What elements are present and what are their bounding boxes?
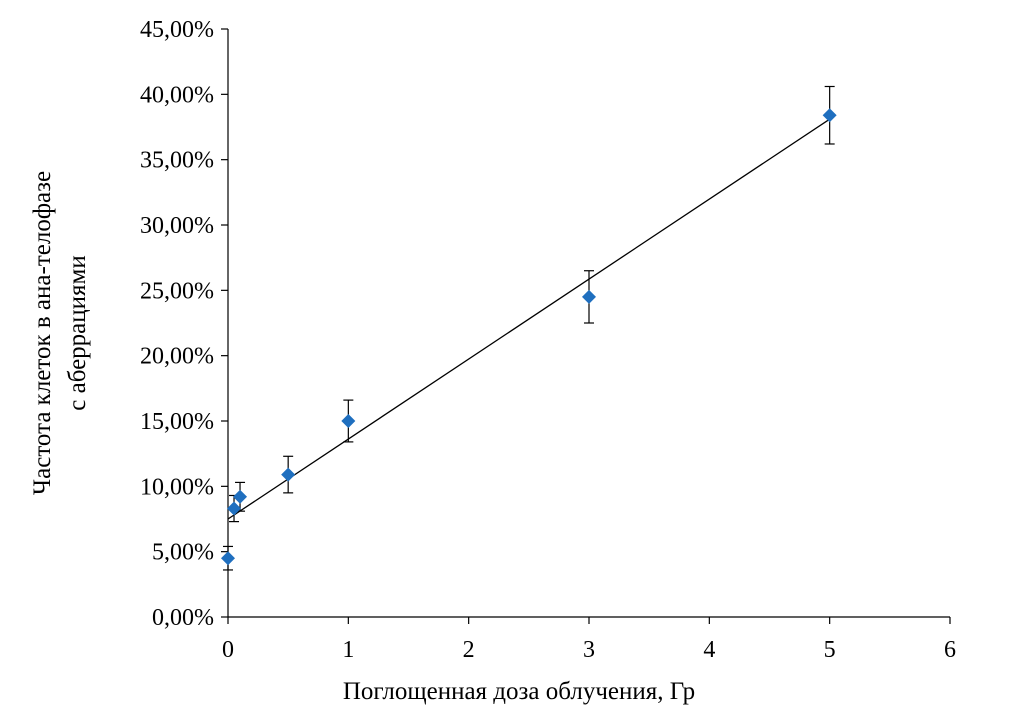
- data-points: [221, 108, 837, 566]
- y-tick-label: 25,00%: [140, 278, 214, 304]
- x-tick-label: 4: [703, 637, 715, 663]
- y-tick-label: 35,00%: [140, 148, 214, 174]
- data-point: [233, 489, 248, 504]
- error-bars: [223, 85, 835, 571]
- y-axis-title-line-2: с аберрациями: [64, 255, 91, 410]
- x-tick-label: 0: [222, 637, 234, 663]
- data-point: [281, 467, 296, 482]
- data-point: [822, 108, 837, 123]
- data-point: [341, 414, 356, 428]
- y-tick-label: 10,00%: [140, 474, 214, 500]
- axis-labels: Поглощенная доза облучения, Гр Частота к…: [29, 171, 695, 705]
- x-tick-label: 6: [944, 637, 956, 663]
- y-tick-label: 45,00%: [140, 17, 214, 43]
- data-point: [227, 501, 242, 516]
- y-tick-label: 20,00%: [140, 344, 214, 370]
- y-tick-label: 15,00%: [140, 409, 214, 435]
- y-tick-label: 40,00%: [140, 82, 214, 108]
- axes: 0,00% 5,00% 10,00% 15,00% 20,00% 25,00% 30,00%…: [140, 17, 956, 663]
- x-tick-label: 2: [463, 637, 475, 663]
- trendline-group: [227, 118, 831, 520]
- x-tick-label: 1: [342, 637, 354, 663]
- x-axis-title: Поглощенная доза облучения, Гр: [343, 678, 695, 705]
- data-point: [221, 551, 235, 566]
- y-tick-label: 5,00%: [152, 540, 214, 566]
- y-tick-label: 30,00%: [140, 213, 214, 239]
- x-tick-label: 5: [824, 637, 836, 663]
- data-point: [582, 289, 596, 304]
- y-tick-label: 0,00%: [152, 605, 214, 631]
- y-axis-title-line-1: Частота клеток в ана-телофазе: [29, 171, 56, 495]
- trendline: [227, 118, 831, 520]
- x-tick-label: 3: [583, 637, 595, 663]
